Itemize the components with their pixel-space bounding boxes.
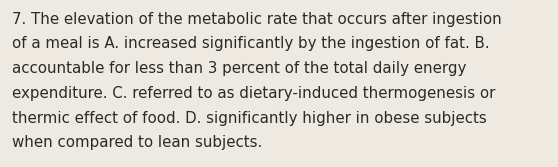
Text: accountable for less than 3 percent of the total daily energy: accountable for less than 3 percent of t… — [12, 61, 466, 76]
Text: 7. The elevation of the metabolic rate that occurs after ingestion: 7. The elevation of the metabolic rate t… — [12, 12, 502, 27]
Text: when compared to lean subjects.: when compared to lean subjects. — [12, 135, 262, 150]
Text: expenditure. C. referred to as dietary-induced thermogenesis or: expenditure. C. referred to as dietary-i… — [12, 86, 496, 101]
Text: of a meal is A. increased significantly by the ingestion of fat. B.: of a meal is A. increased significantly … — [12, 36, 490, 51]
Text: thermic effect of food. D. significantly higher in obese subjects: thermic effect of food. D. significantly… — [12, 111, 487, 126]
